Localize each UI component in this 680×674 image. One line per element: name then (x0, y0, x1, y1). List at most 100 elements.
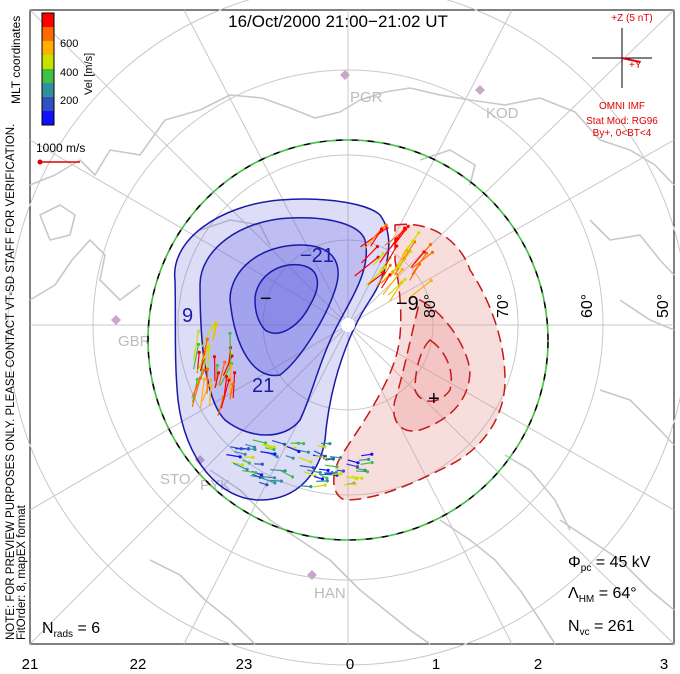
colorbar-segment (42, 69, 54, 84)
velocity-vector (193, 344, 200, 370)
velocity-vector (367, 272, 385, 285)
velocity-vector (376, 264, 391, 287)
velocity-vector (233, 450, 246, 455)
n-vc-value: 261 (608, 618, 635, 635)
velocity-vector (217, 396, 224, 416)
velocity-vector (230, 446, 242, 450)
velocity-vector (191, 377, 201, 408)
velocity-vector (360, 246, 378, 264)
velocity-vector (315, 455, 327, 459)
velocity-vector (380, 274, 391, 289)
velocity-vector (260, 475, 275, 479)
hm-boundary-green (147, 139, 549, 541)
potential-min-marker: − (260, 288, 272, 310)
velocity-vector (336, 469, 344, 472)
contour-label-1: −21 (300, 245, 334, 267)
velocity-vector (218, 362, 226, 386)
velocity-vector (242, 459, 250, 464)
lat-label-50: 50° (655, 294, 672, 318)
velocity-vector (212, 322, 217, 340)
velocity-vector (373, 253, 384, 266)
velocity-vector (233, 462, 248, 471)
scale-vector: 1000 m/s (36, 141, 85, 165)
contour-label-4: −9 (396, 293, 419, 315)
velocity-vector (199, 352, 206, 372)
colorbar-label: Vel [m/s] (83, 53, 95, 95)
velocity-colorbar: 600 400 200 Vel [m/s] (41, 12, 95, 126)
mlt-tick-3: 3 (660, 656, 668, 673)
velocity-vector (229, 384, 234, 400)
velocity-vector (242, 469, 256, 474)
preview-note: NOTE: FOR PREVIEW PURPOSES ONLY. PLEASE … (5, 124, 17, 640)
velocity-vector (219, 363, 233, 386)
lambda-hm-value: 64° (612, 585, 636, 602)
velocity-vector (270, 479, 282, 482)
imf-model: Stat Mod: RG96 (586, 116, 658, 127)
colorbar-segment (42, 41, 54, 56)
velocity-vector (199, 379, 205, 409)
station-markers (111, 70, 485, 580)
velocity-vector (286, 445, 300, 453)
colorbar-tick-600: 600 (60, 38, 78, 50)
velocity-vector (379, 238, 398, 263)
colorbar-segment (42, 55, 54, 70)
station-sto: STO (160, 471, 191, 488)
velocity-vector (226, 454, 241, 458)
colorbar-segment (42, 111, 54, 126)
colorbar-tick-200: 200 (60, 95, 78, 107)
velocity-vector (409, 263, 421, 281)
velocity-vector (258, 481, 268, 486)
velocity-vector (208, 386, 212, 407)
velocity-vector (394, 226, 409, 244)
imf-clock: +Z (5 nT) +Y OMNI IMF Stat Mod: RG96 By+… (586, 13, 658, 139)
velocity-vector (265, 444, 275, 448)
velocity-vector (243, 456, 254, 459)
n-rads-value: 6 (91, 620, 100, 637)
velocity-vector (313, 475, 323, 480)
velocity-vector (343, 483, 355, 486)
imf-condition: By+, 0<BT<4 (593, 128, 652, 139)
velocity-vector (389, 281, 403, 302)
velocity-vector (390, 249, 408, 278)
velocity-vector (214, 372, 220, 389)
velocity-vector (361, 453, 372, 457)
mlt-meridians (29, 9, 675, 645)
velocity-vector (317, 444, 326, 448)
mlt-tick-22: 22 (130, 656, 147, 673)
mlt-tick-21: 21 (22, 656, 39, 673)
velocity-vector (358, 458, 369, 461)
mlt-axis: 21 22 23 0 1 2 3 (22, 656, 669, 673)
station-han: HAN (314, 585, 346, 602)
phi-pc-value: 45 kV (610, 554, 651, 571)
velocity-vector (192, 331, 200, 361)
velocity-vector (360, 461, 373, 465)
velocity-vector (394, 251, 412, 272)
contour-label-2: 21 (252, 375, 274, 397)
velocity-vector (245, 448, 256, 451)
velocity-vector (307, 469, 321, 474)
negative-contours (174, 198, 390, 501)
colorbar-segment (42, 97, 54, 112)
velocity-vector (279, 469, 293, 478)
station-labels: PGR KOD GBR STO PYK HAN (118, 89, 519, 602)
mlt-tick-1: 1 (432, 656, 440, 673)
velocity-vector (408, 280, 432, 299)
fitorder-note: FitOrder: 8, mapEX format (16, 504, 28, 640)
imf-source: OMNI IMF (599, 101, 645, 112)
velocity-vector (402, 240, 414, 255)
mlt-tick-2: 2 (534, 656, 542, 673)
contour-labels: −21 21 9 −9 (182, 245, 419, 397)
velocity-vector (299, 465, 314, 469)
velocity-vector (252, 439, 266, 444)
map-title: 16/Oct/2000 21:00−21:02 UT (228, 12, 448, 31)
velocity-vector (270, 469, 286, 472)
lat-label-70: 70° (495, 294, 512, 318)
velocity-vector (387, 278, 406, 296)
velocity-vector (201, 339, 208, 363)
velocity-vector (271, 440, 285, 445)
velocity-vector (370, 228, 383, 247)
station-kod: KOD (486, 105, 519, 122)
velocity-vector (229, 333, 232, 362)
velocity-vector (220, 379, 230, 409)
